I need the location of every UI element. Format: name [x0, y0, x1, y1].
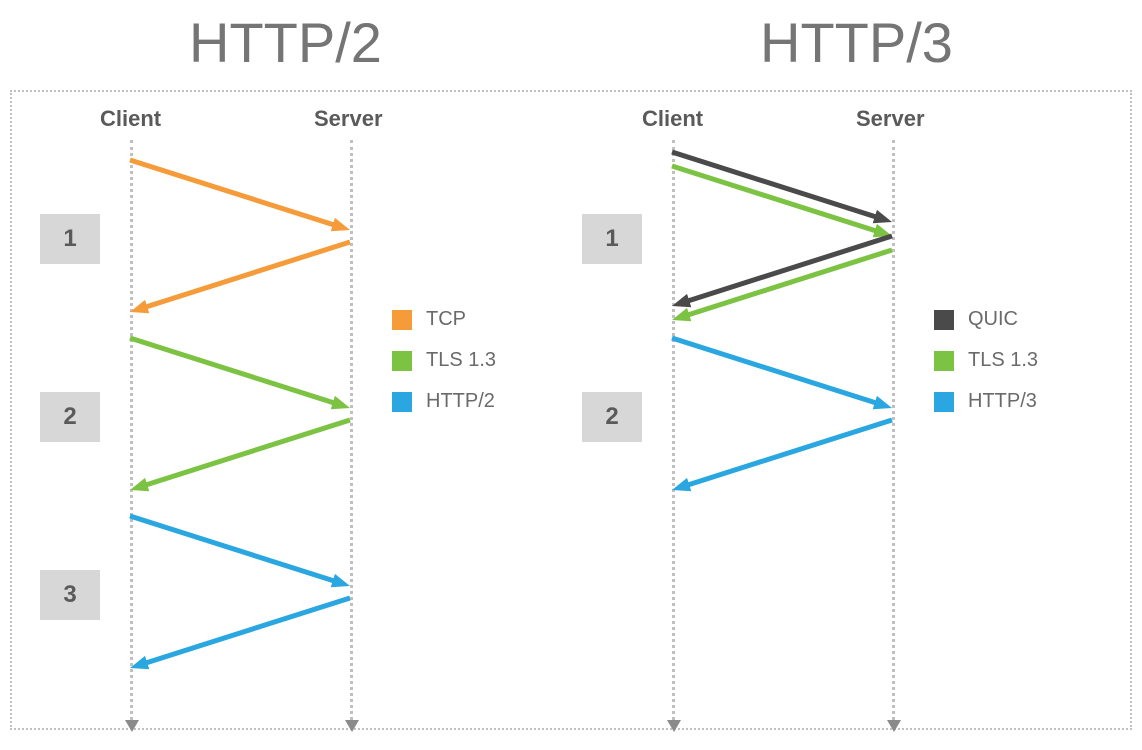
arrow-line [140, 420, 350, 487]
arrow-head-icon [331, 396, 350, 409]
arrow-head-icon [130, 300, 149, 313]
title-row: HTTP/2 HTTP/3 [0, 10, 1142, 75]
arrow-head-icon [873, 396, 892, 409]
arrow-head-icon [130, 478, 149, 491]
arrow-head-icon [672, 294, 691, 307]
arrow-line [682, 420, 892, 487]
arrow-line [140, 598, 350, 665]
diagram-container: Client Server 123 TCPTLS 1.3HTTP/2 Clien… [10, 90, 1132, 730]
http3-title: HTTP/3 [571, 10, 1142, 75]
http2-title: HTTP/2 [0, 10, 571, 75]
arrow-head-icon [672, 308, 691, 321]
arrow-line [682, 250, 892, 317]
arrow-head-icon [130, 656, 149, 669]
arrows-svg [12, 92, 1130, 728]
arrow-head-icon [672, 478, 691, 491]
arrow-line [130, 160, 340, 227]
arrow-line [140, 242, 350, 309]
arrow-line [682, 236, 892, 303]
arrow-line [130, 516, 340, 583]
arrow-head-icon [873, 210, 892, 223]
arrow-line [672, 152, 882, 219]
arrow-head-icon [331, 574, 350, 587]
arrow-line [672, 166, 882, 233]
arrow-head-icon [331, 218, 350, 231]
arrow-line [130, 338, 340, 405]
arrow-line [672, 338, 882, 405]
